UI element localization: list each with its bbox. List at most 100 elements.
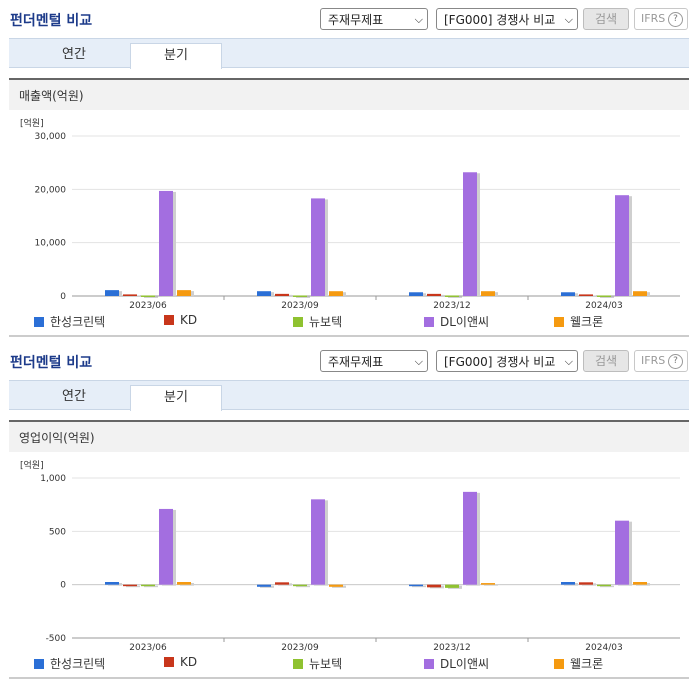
bar	[633, 582, 647, 585]
legend-item[interactable]: KD	[164, 655, 197, 669]
help-icon[interactable]: ?	[668, 12, 683, 27]
tab-quarter[interactable]: 분기	[130, 385, 222, 411]
metric-header: 영업이익(억원)	[9, 420, 689, 452]
bar	[311, 499, 325, 585]
legend-item[interactable]: 한성크린텍	[34, 313, 105, 330]
legend-label: 웰크론	[570, 657, 604, 671]
legend-swatch	[164, 315, 174, 325]
bar-shadow	[484, 584, 498, 586]
tab-annual[interactable]: 연간	[62, 47, 86, 62]
statement-select[interactable]: 주재무제표 ⌵	[320, 350, 428, 372]
chevron-down-icon: ⌵	[564, 355, 573, 368]
panel-header: 펀더멘털 비교 주재무제표 ⌵ [FG000] 경쟁사 비교 ⌵ 검색 IFRS…	[0, 0, 696, 38]
compare-select[interactable]: [FG000] 경쟁사 비교 ⌵	[436, 8, 578, 30]
bar	[329, 584, 343, 587]
panel-title: 펀더멘털 비교	[10, 355, 93, 371]
bar	[409, 292, 423, 296]
legend-item[interactable]: DL이앤씨	[424, 655, 489, 672]
ifrs-button[interactable]: IFRS ?	[634, 350, 688, 372]
bar	[597, 295, 611, 297]
legend-swatch	[424, 659, 434, 669]
bar	[293, 295, 307, 297]
legend-label: DL이앤씨	[440, 315, 490, 329]
bar	[427, 293, 441, 296]
bar	[293, 584, 307, 587]
bar-shadow	[144, 585, 158, 588]
bar	[275, 293, 289, 296]
search-button[interactable]: 검색	[583, 350, 629, 372]
search-button[interactable]: 검색	[583, 8, 629, 30]
bar	[633, 291, 647, 296]
statement-select[interactable]: 주재무제표 ⌵	[320, 8, 428, 30]
bar	[561, 292, 575, 296]
legend-swatch	[293, 317, 303, 327]
legend-item[interactable]: 한성크린텍	[34, 655, 105, 672]
bar-shadow	[412, 585, 426, 588]
metric-title: 영업이익(억원)	[19, 431, 95, 445]
bar	[275, 582, 289, 585]
legend-label: DL이앤씨	[440, 657, 490, 671]
legend-item[interactable]: 웰크론	[554, 655, 603, 672]
unit-label: [억원]	[20, 459, 44, 471]
unit-label: [억원]	[20, 117, 44, 129]
legend-swatch	[293, 659, 303, 669]
bar	[177, 582, 191, 585]
bar-shadow	[448, 296, 462, 298]
compare-select-value: [FG000] 경쟁사 비교	[444, 13, 556, 27]
bar	[579, 294, 593, 296]
x-tick-label: 2023/06	[129, 301, 167, 310]
legend-item[interactable]: 웰크론	[554, 313, 603, 330]
bar	[481, 583, 495, 585]
bar-shadow	[582, 295, 596, 297]
legend-label: 뉴보텍	[309, 315, 343, 329]
bar-shadow	[600, 585, 614, 588]
bar-shadow	[296, 585, 310, 588]
statement-select-value: 주재무제표	[328, 355, 384, 369]
legend-label: KD	[180, 655, 198, 669]
legend-item[interactable]: 뉴보텍	[293, 655, 342, 672]
legend-item[interactable]: KD	[164, 313, 197, 327]
legend-label: 한성크린텍	[50, 657, 106, 671]
y-tick-label: 20,000	[35, 185, 67, 195]
y-tick-label: 10,000	[35, 239, 67, 249]
bar	[561, 582, 575, 585]
x-tick-label: 2024/03	[585, 643, 622, 652]
compare-select[interactable]: [FG000] 경쟁사 비교 ⌵	[436, 350, 578, 372]
bar	[481, 291, 495, 296]
x-tick-label: 2023/12	[433, 643, 470, 652]
legend-label: 한성크린텍	[50, 315, 106, 329]
y-tick-label: -500	[46, 634, 67, 644]
bar	[257, 291, 271, 296]
y-tick-label: 1,000	[40, 474, 66, 484]
revenue-bar-chart: [억원] 0 10,000 20,000 30,000 2023/06 2023/09 202…	[20, 117, 680, 310]
bar	[597, 584, 611, 587]
y-tick-label: 500	[49, 527, 66, 537]
bar	[445, 295, 459, 297]
bar	[105, 290, 119, 296]
tab-quarter[interactable]: 분기	[130, 43, 222, 69]
legend-swatch	[34, 659, 44, 669]
bar	[463, 172, 477, 296]
ifrs-button[interactable]: IFRS ?	[634, 8, 688, 30]
help-icon[interactable]: ?	[668, 354, 683, 369]
bar-shadow	[126, 295, 140, 297]
bar	[123, 294, 137, 296]
bar	[177, 290, 191, 296]
bar	[105, 582, 119, 585]
tab-annual[interactable]: 연간	[62, 389, 86, 404]
legend-label: 웰크론	[570, 315, 604, 329]
bar-shadow	[296, 296, 310, 298]
legend-item[interactable]: 뉴보텍	[293, 313, 342, 330]
bar	[141, 295, 155, 297]
bar	[311, 198, 325, 296]
legend-swatch	[34, 317, 44, 327]
bar	[257, 584, 271, 587]
chart-legend: 한성크린텍 KD 뉴보텍 DL이앤씨 웰크론	[0, 652, 696, 674]
legend-label: KD	[180, 313, 198, 327]
bar	[159, 190, 173, 296]
legend-item[interactable]: DL이앤씨	[424, 313, 489, 330]
bar	[123, 584, 137, 587]
legend-swatch	[424, 317, 434, 327]
ifrs-label: IFRS	[641, 354, 666, 367]
bar	[141, 584, 155, 587]
